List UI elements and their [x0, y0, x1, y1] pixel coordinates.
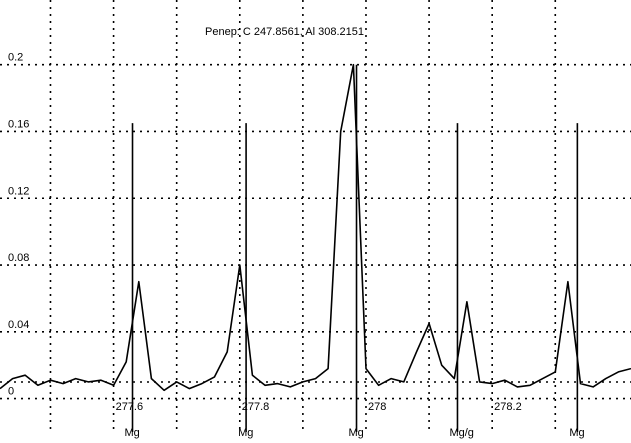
- x-tick-label: 277.6: [116, 401, 144, 413]
- chart-title: Penep: C 247.8561, Al 308.2151: [205, 26, 364, 38]
- y-tick-label: 0.2: [8, 52, 23, 64]
- y-tick-label: 0: [8, 386, 14, 398]
- element-markers: Mg Mg Mg Mg/g Mg: [125, 64, 585, 439]
- x-tick-label: 278: [368, 401, 386, 413]
- y-tick-label: 0.12: [8, 185, 29, 197]
- vertical-gridlines: [49, 0, 557, 432]
- element-marker-label: Mg: [238, 427, 253, 439]
- y-tick-label: 0.16: [8, 118, 29, 130]
- spectrum-series: [0, 63, 631, 392]
- element-marker-label: Mg/g: [449, 427, 473, 439]
- element-marker-label: Mg: [125, 427, 140, 439]
- element-marker-label: Mg: [569, 427, 584, 439]
- horizontal-gridlines: [0, 63, 631, 400]
- x-tick-label: 278.2: [494, 401, 522, 413]
- x-axis-tick-labels: 277.6 277.8 278 278.2: [116, 401, 522, 413]
- y-tick-label: 0.04: [8, 319, 29, 331]
- y-tick-label: 0.08: [8, 252, 29, 264]
- element-marker-label: Mg: [349, 427, 364, 439]
- spectrum-line: [0, 63, 631, 392]
- y-axis-tick-labels: 0.2 0.16 0.12 0.08 0.04 0: [8, 52, 29, 398]
- x-tick-label: 277.8: [242, 401, 270, 413]
